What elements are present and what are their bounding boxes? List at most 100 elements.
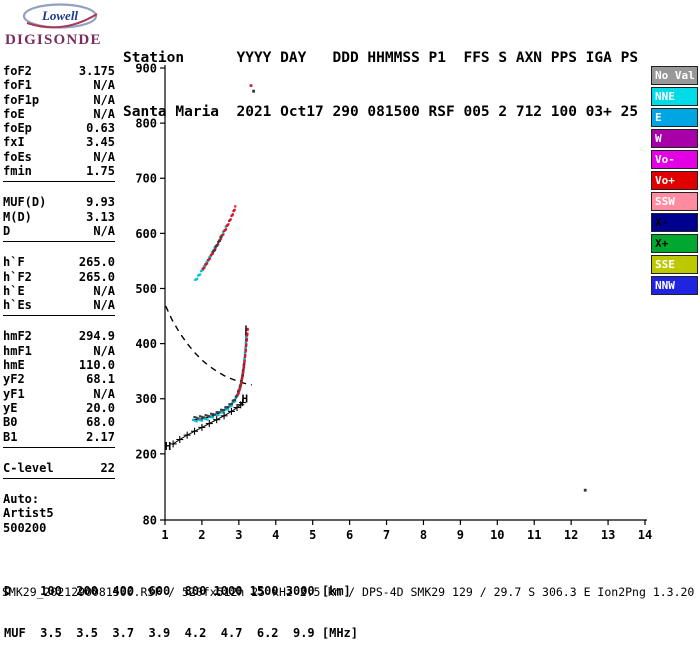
- readout-row-yf2: yF2 68.1: [3, 372, 115, 386]
- series-f-trace-echoes-dark: [195, 416, 198, 419]
- series-f-trace-echoes-dark: [215, 411, 218, 414]
- readout-footer: Auto: Artist5 500200: [3, 492, 115, 535]
- readout-value: N/A: [93, 386, 115, 401]
- readout-label: MUF(D): [3, 195, 47, 210]
- series-second-hop-red: [211, 252, 214, 255]
- x-tick-label: 12: [564, 528, 578, 542]
- readout-label: foF2: [3, 64, 32, 78]
- readout-value: N/A: [93, 298, 115, 313]
- dmuf-table: D 100 200 400 600 800 1000 1500 3000 [km…: [4, 556, 358, 654]
- readout-row-h-f: h`F 265.0: [3, 255, 115, 269]
- legend-item-x: X-: [651, 213, 698, 232]
- header-station-values: Santa Maria 2021 Oct17 290 081500 RSF 00…: [123, 104, 639, 120]
- series-second-hop-red: [234, 205, 237, 208]
- x-tick-label: 4: [272, 528, 279, 542]
- series-f-trace-echoes-dark: [193, 416, 196, 419]
- series-x-trace-echoes-red: [245, 337, 249, 341]
- readout-label: yE: [3, 400, 18, 415]
- readout-value: 2.17: [86, 429, 115, 444]
- readout-value: N/A: [93, 78, 115, 93]
- series-f-trace-echoes-cyan: [234, 400, 237, 403]
- y-tick-label: 500: [135, 282, 157, 296]
- series-f-trace-echoes-dark: [213, 413, 216, 416]
- readout-label: hmE: [3, 358, 25, 373]
- series-x-trace-echoes-red: [240, 381, 243, 384]
- readout-row-hmf2: hmF2 294.9: [3, 329, 115, 343]
- readout-value: 1.75: [86, 164, 115, 179]
- series-second-hop-red: [203, 266, 206, 269]
- series-f-trace-echoes-dark: [228, 403, 231, 406]
- series-f-trace-echoes-dark: [204, 414, 207, 417]
- readout-row-ye: yE 20.0: [3, 401, 115, 415]
- annotation-h: H: [165, 440, 172, 453]
- legend: No Val NNE E W Vo- Vo+ SSW X- X+ SSE NNW: [651, 66, 698, 297]
- readout-group-3: h`F 265.0 h`F2 265.0 h`E N/A h`Es N/A: [3, 255, 115, 317]
- readout-row-muf-d: MUF(D) 9.93: [3, 195, 115, 209]
- legend-item-e: E: [651, 108, 698, 127]
- annotation-h: H: [241, 393, 248, 406]
- series-x-trace-echoes-red: [237, 391, 240, 395]
- readout-label: foE: [3, 106, 25, 121]
- series-f-trace-echoes-cyan: [193, 419, 196, 422]
- readout-row-d: D N/A: [3, 224, 115, 238]
- series-f-trace-echoes-cyan: [225, 408, 228, 411]
- series-f-trace-echoes-cyan: [200, 419, 203, 422]
- readout-label: foF1p: [3, 92, 40, 107]
- readout-row-c-level: C-level 22: [3, 461, 115, 475]
- readout-label: foF1: [3, 78, 32, 93]
- readout-row-foe: foE N/A: [3, 107, 115, 121]
- series-f-trace-echoes-dark: [208, 415, 211, 418]
- x-tick-label: 2: [198, 528, 205, 542]
- readout-group-5: C-level 22: [3, 461, 115, 480]
- readout-label: foEs: [3, 149, 32, 164]
- series-second-hop-red: [231, 213, 234, 216]
- digisonde-logo: Lowell DIGISONDE: [3, 2, 123, 50]
- series-f-trace-echoes-dark: [220, 408, 223, 411]
- series-second-hop-red: [214, 247, 217, 251]
- series-f-trace-echoes-cyan: [192, 418, 195, 421]
- legend-item-nne: NNE: [651, 87, 698, 106]
- readout-value: 265.0: [78, 269, 115, 284]
- readout-value: 110.0: [78, 358, 115, 373]
- series-o-trace-fit: [192, 325, 247, 421]
- readout-label: B1: [3, 429, 18, 444]
- readout-row-b1: B1 2.17: [3, 430, 115, 444]
- series-f-trace-echoes-dark: [200, 415, 203, 418]
- series-f-trace-echoes-dark: [224, 406, 227, 409]
- readout-row-h-e: h`E N/A: [3, 284, 115, 298]
- series-x-trace-echoes-red: [246, 327, 249, 330]
- readout-value: 294.9: [78, 329, 115, 344]
- series-f-trace-echoes-dark: [243, 362, 246, 365]
- readout-row-fxi: fxI 3.45: [3, 135, 115, 149]
- x-tick-label: 6: [346, 528, 353, 542]
- readout-row-hmf1: hmF1 N/A: [3, 344, 115, 358]
- readout-footer-auto: Auto:: [3, 492, 40, 507]
- readout-row-fof2: foF2 3.175: [3, 64, 115, 78]
- readout-label: D: [3, 223, 11, 238]
- x-tick-label: 9: [457, 528, 464, 542]
- series-x-trace-echoes-red: [239, 387, 242, 390]
- readout-label: M(D): [3, 209, 32, 224]
- series-f-trace-echoes-cyan: [195, 420, 198, 423]
- series-x-trace-echoes-red: [243, 359, 246, 362]
- series-f-trace-echoes-dark: [230, 402, 233, 405]
- legend-item-vo: Vo+: [651, 171, 698, 190]
- series-f-trace-echoes-cyan: [215, 413, 218, 417]
- readout-label: hmF1: [3, 343, 32, 358]
- x-tick-label: 14: [638, 528, 652, 542]
- series-x-trace-echoes-red: [245, 343, 248, 346]
- y-tick-label: 200: [135, 447, 157, 461]
- series-f-trace-echoes-cyan: [232, 400, 236, 403]
- file-info-line: SMK29_2021290081500.RSF / 520fx512h 25 k…: [2, 585, 695, 599]
- series-stray-echoes-dark: [583, 488, 587, 492]
- x-tick-label: 10: [490, 528, 504, 542]
- logo-graphic: Lowell DIGISONDE: [5, 3, 102, 48]
- series-second-hop-dark: [218, 239, 221, 242]
- y-tick-label: 700: [135, 172, 157, 186]
- series-f-trace-echoes-dark: [206, 414, 209, 417]
- series-f-trace-echoes-cyan: [217, 414, 220, 417]
- series-f-trace-echoes-dark: [232, 399, 235, 402]
- logo-digisonde-text: DIGISONDE: [5, 32, 102, 48]
- series-second-hop-red: [206, 262, 209, 265]
- series-f-trace-echoes-cyan: [211, 416, 215, 419]
